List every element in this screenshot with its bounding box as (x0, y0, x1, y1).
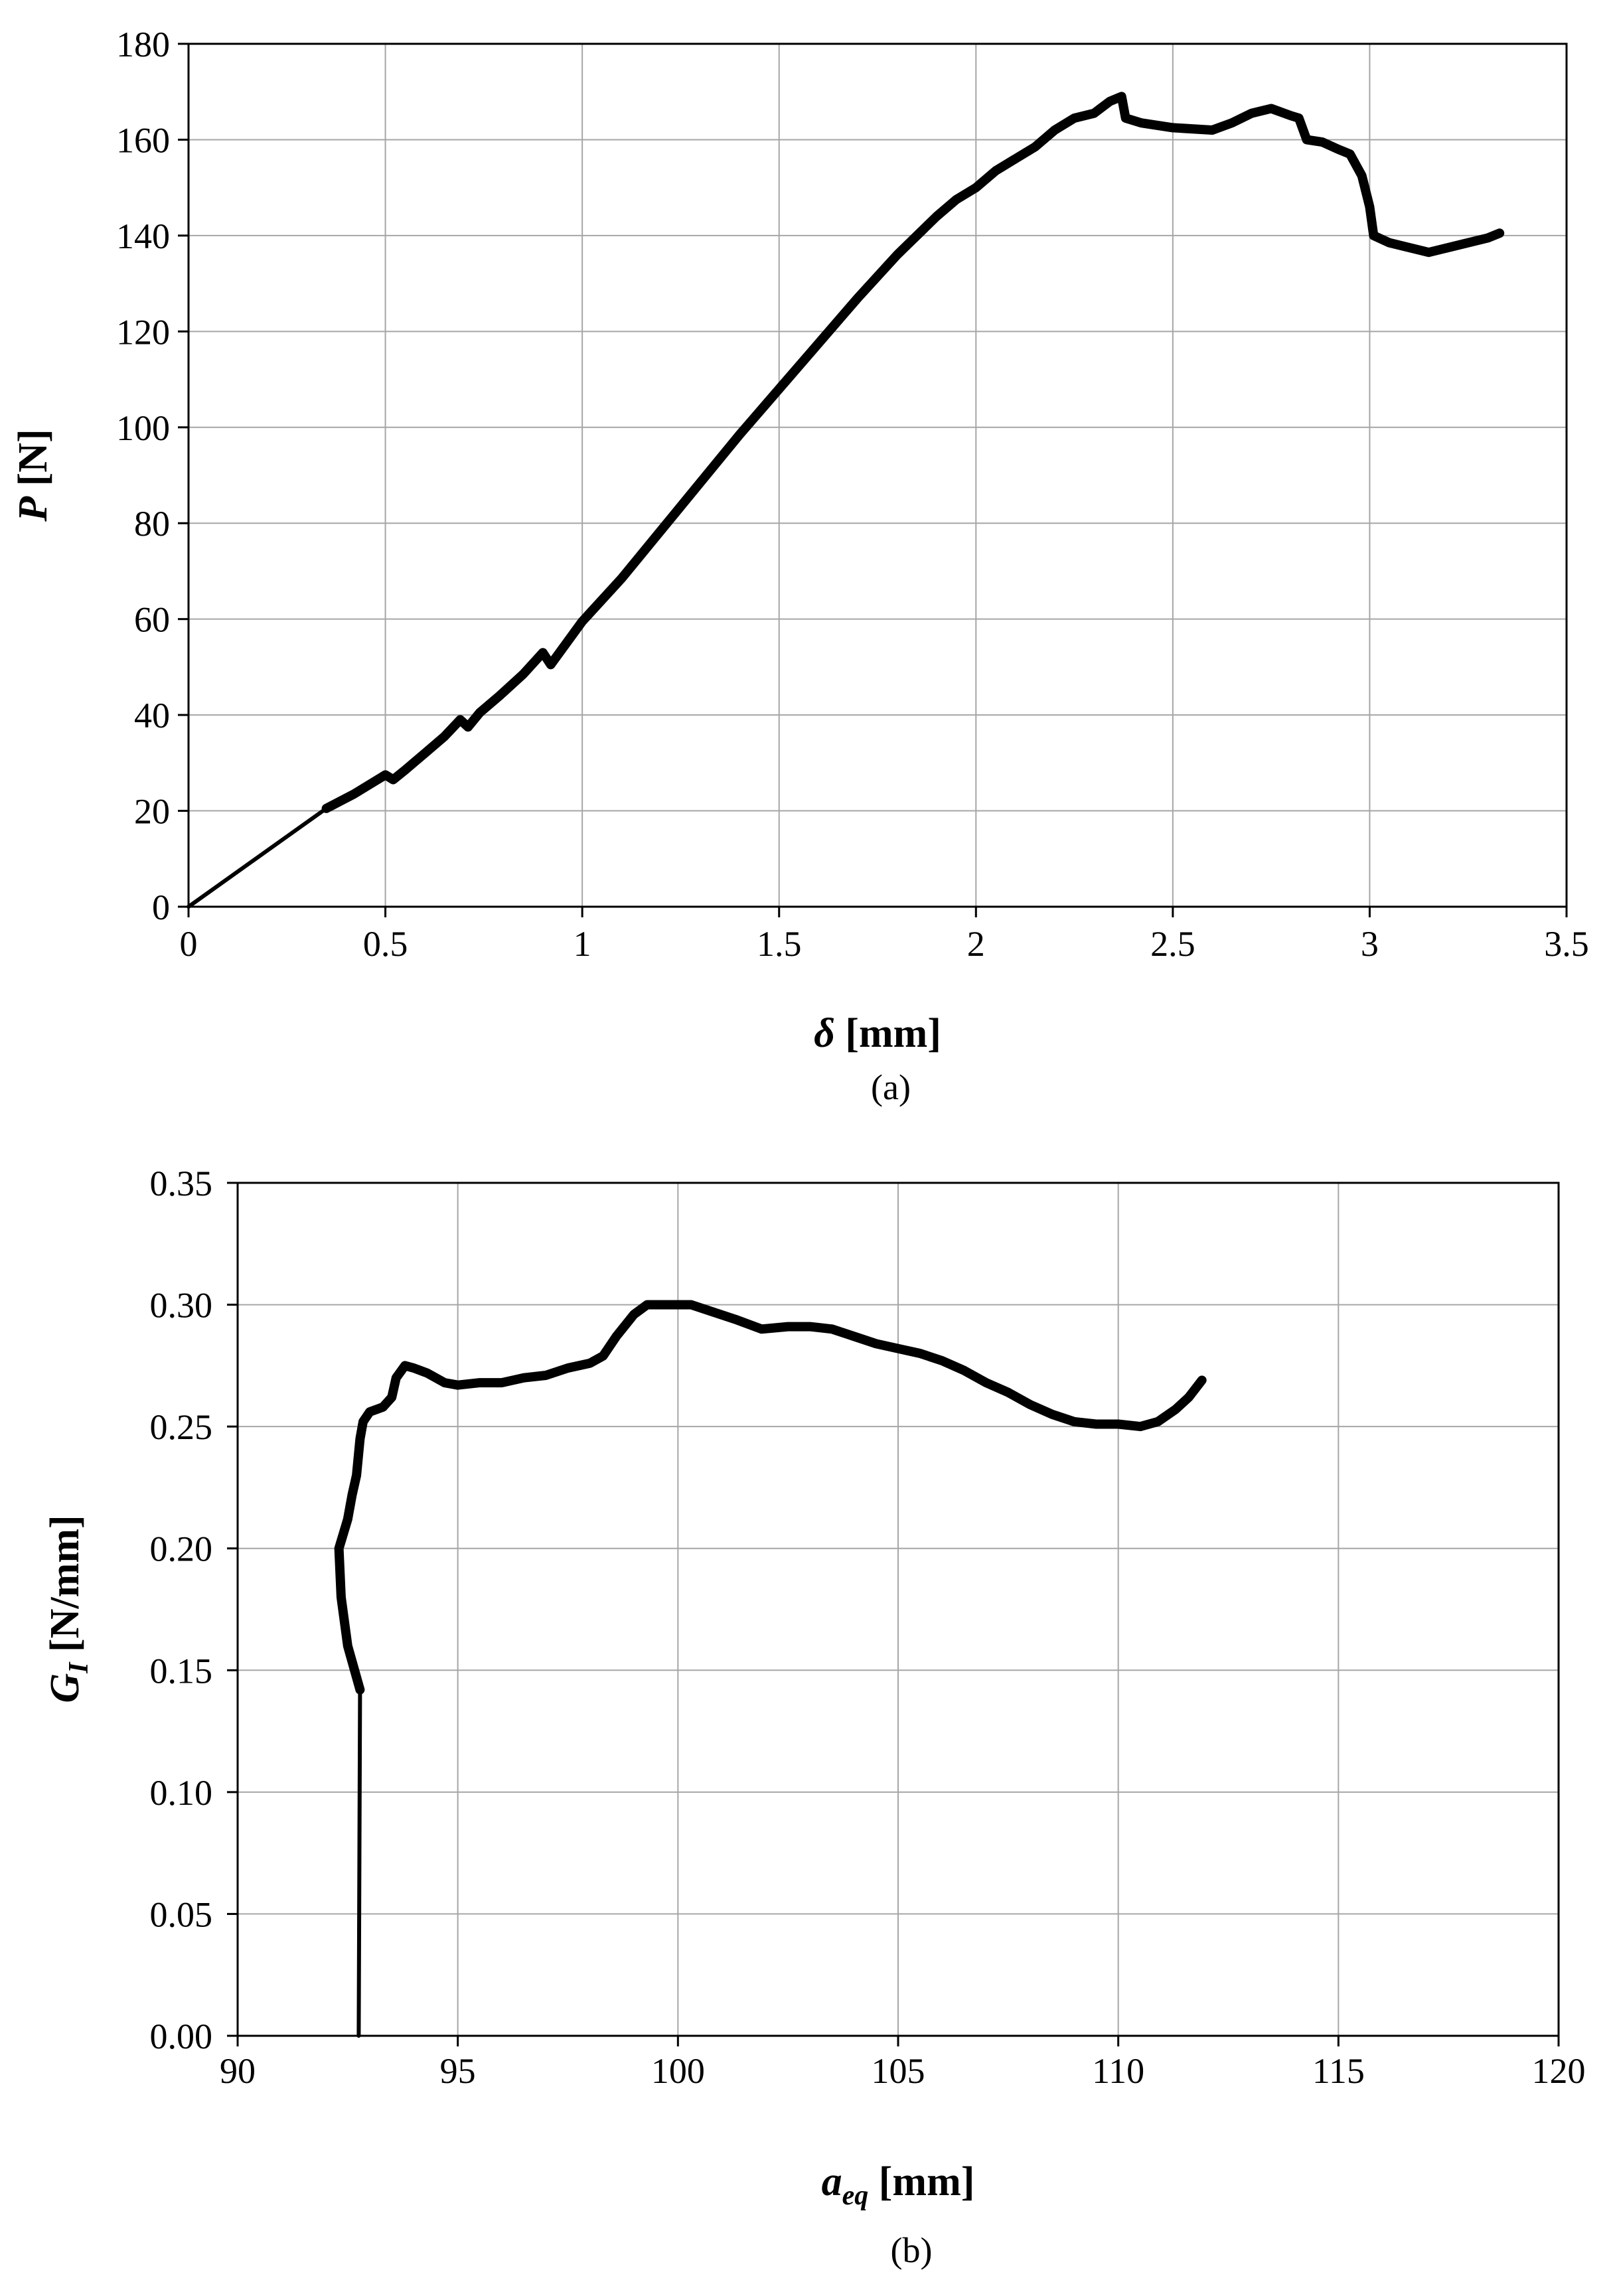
chart-a: 0 0.5 1 1.5 2 2.5 3 3.5 0 20 40 60 80 100 120 140 160 180… (11, 25, 1589, 1107)
chart-b-xtick-label: 95 (440, 2051, 476, 2091)
chart-a-series-0-segment-0 (187, 806, 329, 909)
chart-a-xtick-label: 1.5 (757, 924, 802, 964)
chart-a-ytick-label: 20 (134, 792, 170, 832)
chart-a-xtick-label: 1 (574, 924, 591, 964)
chart-a-x-axis-label: δ [mm] (814, 1011, 941, 1056)
chart-b-ytick-label: 0.35 (150, 1164, 213, 1203)
chart-b-series-0-segment-1 (334, 1300, 1207, 1695)
chart-b-ytick-label: 0.20 (150, 1529, 213, 1569)
chart-b-series-0-segment-0 (356, 1687, 362, 2038)
chart-a-xtick-label: 0.5 (363, 924, 408, 964)
chart-b-xtick-label: 115 (1312, 2051, 1365, 2091)
chart-b-ytick-label: 0.05 (150, 1894, 213, 1934)
chart-a-xtick-label: 0 (180, 924, 198, 964)
chart-b-ytick-label: 0.10 (150, 1773, 213, 1813)
chart-b-caption: (b) (891, 2230, 933, 2270)
chart-b-x-axis-label: aeq [mm] (822, 2159, 975, 2211)
chart-a-ytick-label: 80 (134, 504, 170, 544)
chart-b-y-axis-label: GI [N/mm] (42, 1515, 94, 1703)
chart-a-series-0-segment-1 (321, 92, 1505, 813)
chart-a-ytick-label: 180 (116, 25, 170, 64)
chart-a-xtick-label: 3.5 (1544, 924, 1589, 964)
chart-a-ytick-label: 160 (116, 120, 170, 160)
chart-b-ytick-label: 0.30 (150, 1286, 213, 1326)
chart-a-ytick-label: 0 (152, 887, 170, 927)
chart-a-ytick-label: 40 (134, 696, 170, 735)
chart-a-ytick-label: 140 (116, 216, 170, 256)
chart-b-ytick-label: 0.15 (150, 1651, 213, 1691)
chart-b-xtick-label: 120 (1532, 2051, 1586, 2091)
chart-a-plot-frame (187, 42, 1568, 908)
chart-a-caption: (a) (871, 1067, 911, 1107)
chart-b-xtick-label: 90 (220, 2051, 256, 2091)
chart-b-ytick-label: 0.00 (150, 2017, 213, 2056)
chart-a-xtick-label: 2 (967, 924, 985, 964)
chart-a-ytick-label: 100 (116, 408, 170, 448)
chart-a-ytick-label: 120 (116, 312, 170, 352)
chart-a-y-axis-label: P [N] (11, 429, 56, 522)
chart-b-ytick-label: 0.25 (150, 1407, 213, 1447)
chart-a-ytick-label: 60 (134, 600, 170, 640)
chart-b: 90 95 100 105 110 115 120 0.00 0.05 0.10 0.15 0.20 0… (42, 1164, 1586, 2270)
chart-b-xtick-label: 110 (1092, 2051, 1144, 2091)
chart-a-xtick-label: 2.5 (1150, 924, 1195, 964)
chart-a-xtick-label: 3 (1361, 924, 1379, 964)
chart-b-xtick-label: 105 (872, 2051, 925, 2091)
chart-b-xtick-label: 100 (651, 2051, 705, 2091)
